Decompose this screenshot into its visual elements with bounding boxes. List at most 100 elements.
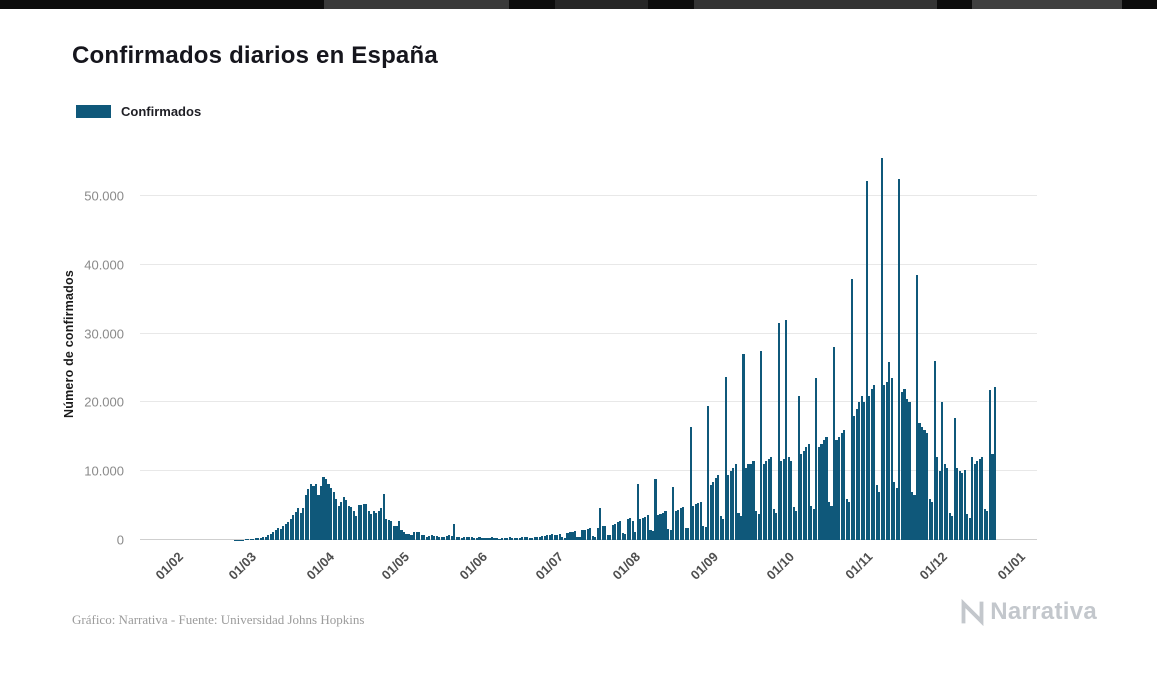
bar (958, 471, 961, 540)
bar (533, 537, 536, 540)
bar (438, 536, 441, 540)
bar (747, 464, 750, 540)
bar (536, 536, 539, 540)
bar (345, 500, 348, 540)
bar (516, 537, 519, 540)
bar (888, 361, 891, 540)
bar (757, 513, 760, 540)
bar (581, 530, 584, 540)
bar (810, 505, 813, 540)
bar (274, 530, 277, 540)
x-tick-label: 01/06 (456, 549, 491, 583)
bar (591, 535, 594, 540)
bar (689, 427, 692, 540)
narrativa-n-icon (961, 598, 984, 626)
bar (837, 436, 841, 540)
bar (583, 529, 587, 540)
bar (822, 440, 826, 540)
bar (498, 538, 501, 540)
bar (589, 528, 592, 540)
bar (440, 536, 443, 540)
bar (302, 507, 305, 540)
bar (558, 533, 561, 540)
bar (568, 532, 572, 540)
bar (702, 526, 705, 540)
bar (294, 511, 297, 540)
bar (621, 533, 624, 540)
bar (503, 537, 506, 540)
bar (898, 178, 901, 540)
bar (639, 519, 642, 540)
bar (664, 511, 667, 540)
y-axis: 0 10.000 20.000 30.000 40.000 50.000 (58, 148, 132, 548)
bar (659, 513, 662, 540)
bar (719, 515, 722, 540)
bar (817, 447, 820, 540)
bar (780, 460, 783, 540)
bar (501, 538, 504, 540)
bar (350, 507, 353, 540)
bar (319, 486, 323, 540)
bar (677, 509, 680, 540)
bar (531, 537, 534, 540)
bar (619, 520, 622, 540)
bar (257, 537, 260, 540)
bar (277, 528, 280, 540)
bar (322, 476, 325, 540)
bar (609, 535, 612, 540)
bar (724, 377, 727, 540)
gridline (140, 401, 1037, 403)
bar (287, 522, 290, 540)
bar (267, 535, 270, 540)
bar (528, 537, 531, 540)
bar (812, 509, 815, 540)
bar (478, 537, 481, 540)
bar (495, 538, 499, 540)
bar (825, 436, 828, 540)
bar (938, 471, 941, 540)
bar (752, 460, 755, 540)
bar (490, 537, 494, 540)
x-axis: 01/02 01/03 01/04 01/05 01/06 01/07 01/08 01/09… (140, 541, 1037, 596)
bar (292, 515, 295, 540)
bar (611, 524, 614, 540)
bar (259, 537, 262, 540)
bar (948, 512, 951, 540)
top-edge-segment (971, 0, 1123, 9)
bar (684, 527, 687, 540)
bar (790, 460, 793, 540)
bar (860, 395, 863, 540)
bar (443, 536, 446, 540)
bar (433, 535, 436, 540)
bar (845, 498, 848, 540)
bar (853, 416, 856, 540)
bar (526, 537, 529, 540)
bar (926, 433, 929, 540)
bar (360, 504, 363, 540)
gridline (140, 470, 1037, 472)
bar (511, 537, 514, 540)
bar (973, 464, 976, 540)
bar (636, 483, 639, 540)
bar (596, 527, 599, 540)
bar (988, 390, 991, 540)
bar (551, 534, 554, 540)
bar (641, 518, 644, 540)
bar (624, 533, 627, 540)
bar (941, 402, 944, 540)
y-tick-label: 50.000 (84, 188, 124, 204)
bar (727, 474, 730, 540)
bar (307, 489, 310, 540)
bar (543, 535, 546, 540)
bar (883, 385, 886, 540)
bar (767, 458, 770, 540)
bar (704, 526, 707, 540)
bar (473, 537, 476, 540)
bar (968, 518, 971, 540)
bar (961, 472, 964, 540)
bar (289, 518, 292, 540)
y-tick-label: 40.000 (84, 257, 124, 273)
bar (556, 534, 559, 540)
bar (407, 534, 411, 540)
gridline (140, 332, 1037, 334)
